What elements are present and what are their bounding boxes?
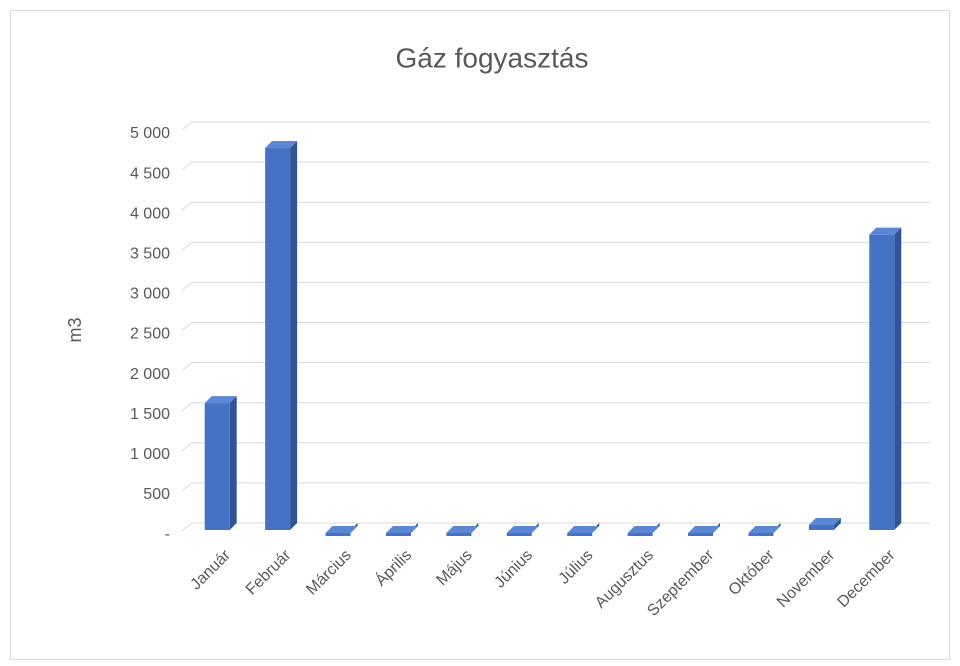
bar: [385, 523, 418, 536]
bar: [204, 396, 237, 530]
bar: [506, 523, 539, 536]
chart-title: Gáz fogyasztás: [396, 42, 589, 73]
bar-front: [385, 533, 411, 536]
y-tick-label: -: [165, 526, 170, 543]
bar-top: [385, 526, 418, 533]
bar: [567, 523, 600, 536]
bar-front: [688, 533, 714, 536]
bar-top: [567, 526, 600, 533]
bar-front: [627, 533, 653, 536]
bar: [748, 523, 781, 536]
bar-top: [748, 526, 781, 533]
bar-side: [229, 396, 237, 530]
grid-line: [181, 282, 193, 291]
bar-top: [446, 526, 479, 533]
grid-line: [181, 442, 193, 452]
bar: [869, 227, 902, 530]
bar: [808, 517, 841, 530]
y-tick-label: 1 500: [130, 406, 170, 423]
bar: [688, 523, 721, 536]
bar-front: [506, 533, 532, 536]
chart-border: [10, 10, 950, 660]
bar-front: [265, 148, 291, 531]
bar-front: [748, 533, 774, 536]
bar-top: [869, 227, 902, 235]
grid-line: [181, 241, 193, 251]
bar-top: [627, 526, 660, 533]
y-tick-label: 2 500: [130, 326, 170, 343]
y-axis-label: m3: [65, 317, 85, 342]
grid-line: [181, 522, 193, 532]
bar-side: [290, 141, 298, 531]
y-tick-label: 1 000: [130, 446, 170, 463]
bar-top: [688, 526, 721, 533]
y-tick-label: 5 000: [130, 125, 170, 142]
grid-line: [181, 161, 193, 171]
bar: [446, 523, 479, 536]
grid-line: [181, 362, 193, 371]
bar-top: [325, 526, 358, 533]
bar-front: [446, 533, 472, 536]
grid-line: [181, 121, 193, 131]
bar-top: [265, 141, 298, 149]
y-tick-label: 3 500: [130, 246, 170, 263]
grid-line: [181, 482, 193, 492]
bar: [265, 141, 298, 531]
y-tick-label: 3 000: [130, 286, 170, 303]
bar-front: [325, 533, 351, 536]
bar-top: [808, 517, 841, 525]
grid-line: [181, 402, 193, 412]
y-tick-label: 4 500: [130, 165, 170, 182]
y-tick-label: 500: [143, 486, 170, 503]
bar-front: [204, 403, 230, 530]
y-tick-label: 2 000: [130, 366, 170, 383]
y-tick-label: 4 000: [130, 205, 170, 222]
bar: [325, 523, 358, 536]
bar-front: [567, 533, 593, 536]
grid-line: [181, 201, 193, 211]
bar-front: [808, 524, 834, 530]
grid-line: [181, 322, 193, 331]
bar-top: [506, 526, 539, 533]
bar-front: [869, 234, 895, 530]
bar-top: [204, 396, 237, 404]
bar: [627, 523, 660, 536]
bar-side: [833, 517, 841, 530]
bar-side: [894, 227, 902, 530]
